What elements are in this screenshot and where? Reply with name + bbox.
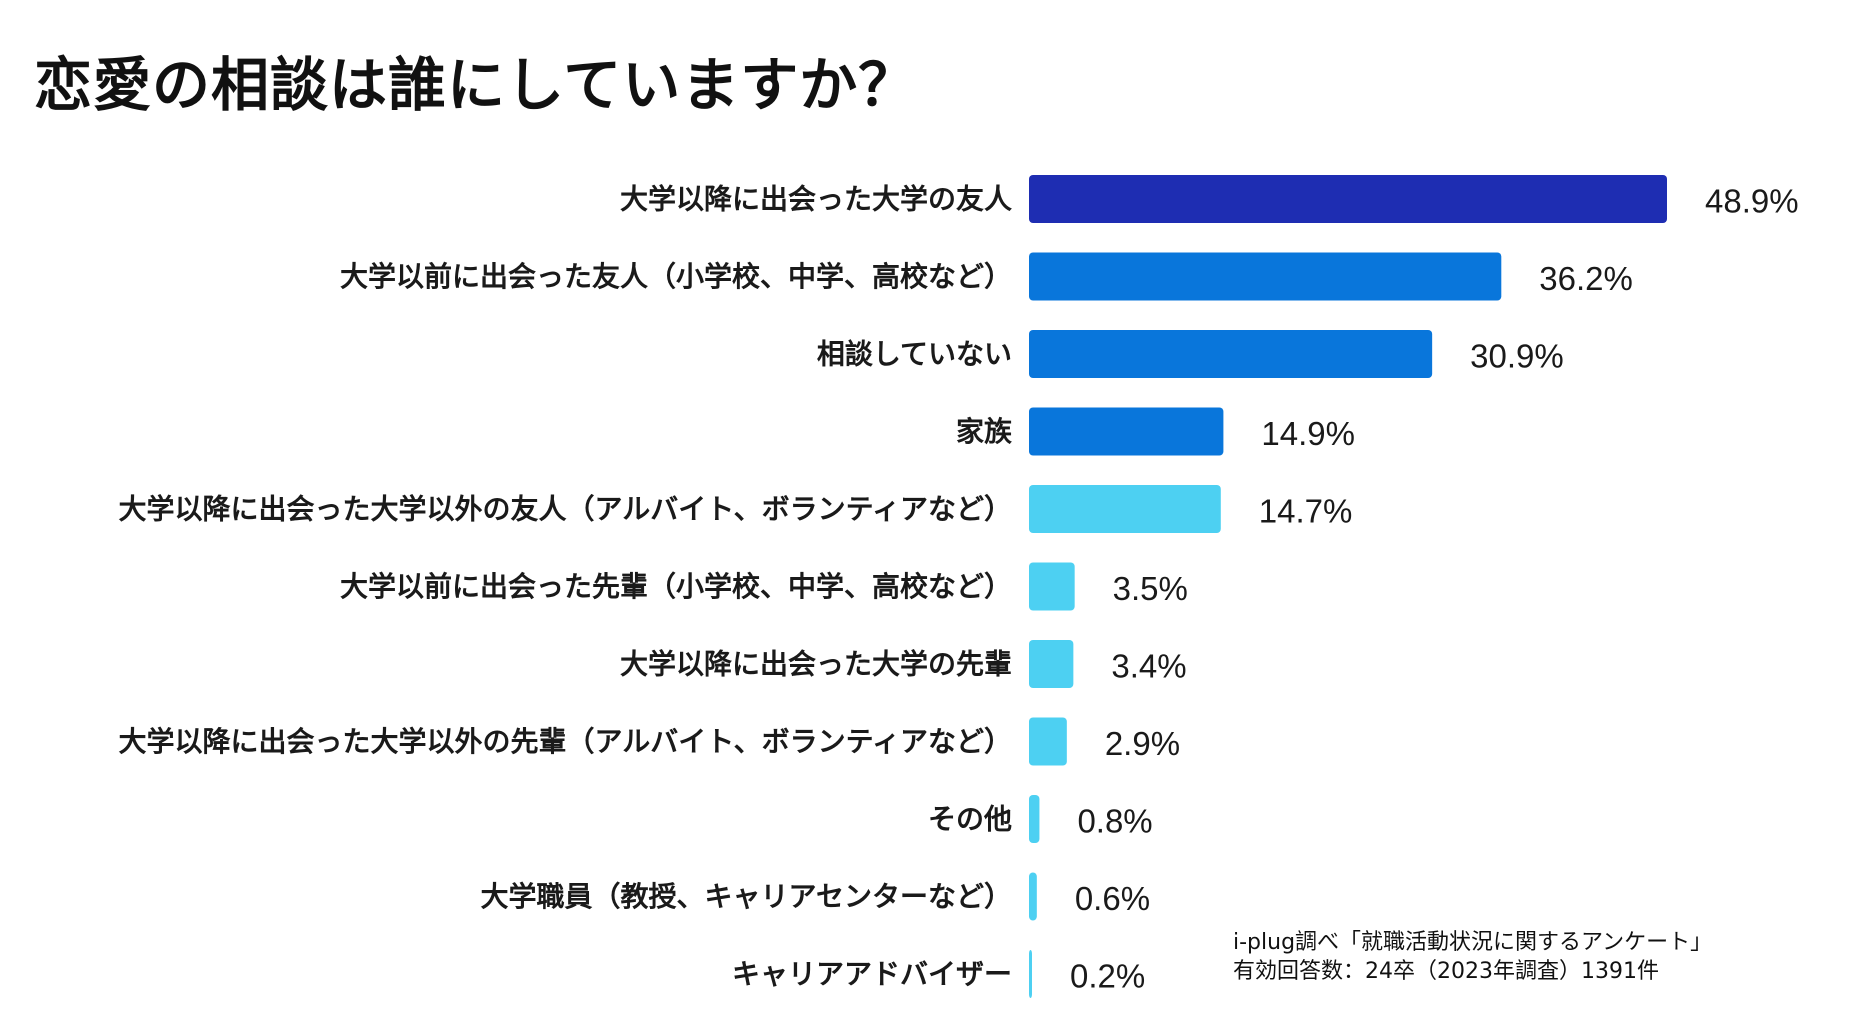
value-label-9: 0.8% <box>1077 803 1152 840</box>
bar-5 <box>1029 485 1221 533</box>
value-label-7: 3.4% <box>1111 648 1186 685</box>
source-line-1: i-plug調べ「就職活動状況に関するアンケート」 <box>1233 930 1713 955</box>
value-label-1: 48.9% <box>1705 183 1799 220</box>
bar-3 <box>1029 330 1433 378</box>
value-label-4: 14.9% <box>1261 415 1355 452</box>
value-label-11: 0.2% <box>1070 958 1145 995</box>
category-label-7: 大学以降に出会った大学の先輩 <box>620 648 1012 681</box>
category-label-5: 大学以降に出会った大学以外の友人（アルバイト、ボランティアなど） <box>119 493 1012 526</box>
bar-11 <box>1029 950 1032 998</box>
bar-7 <box>1029 640 1074 688</box>
bar-9 <box>1029 795 1040 843</box>
source-line-2: 有効回答数：24卒（2023年調査）1391件 <box>1233 959 1659 984</box>
bar-6 <box>1029 562 1075 611</box>
category-label-4: 家族 <box>956 415 1013 448</box>
category-label-9: その他 <box>928 803 1012 836</box>
value-label-3: 30.9% <box>1470 338 1564 375</box>
bars-layer <box>1029 175 1667 998</box>
bar-10 <box>1029 872 1037 921</box>
value-labels: 48.9% 36.2% 30.9% 14.9% 14.7% 3.5% 3.4% 2.9% 0.8… <box>1070 183 1799 995</box>
category-label-2: 大学以前に出会った友人（小学校、中学、高校など） <box>340 260 1012 293</box>
value-label-8: 2.9% <box>1105 725 1180 762</box>
category-label-6: 大学以前に出会った先輩（小学校、中学、高校など） <box>340 570 1012 603</box>
category-label-10: 大学職員（教授、キャリアセンターなど） <box>481 880 1012 913</box>
source-note: i-plug調べ「就職活動状況に関するアンケート」 有効回答数：24卒（2023… <box>1233 928 1712 986</box>
bar-1 <box>1029 175 1667 223</box>
bar-4 <box>1029 407 1224 456</box>
value-label-10: 0.6% <box>1075 880 1150 917</box>
category-label-1: 大学以降に出会った大学の友人 <box>620 183 1012 216</box>
bar-2 <box>1029 252 1502 301</box>
bar-8 <box>1029 717 1067 766</box>
value-label-5: 14.7% <box>1259 493 1353 530</box>
category-label-11: キャリアアドバイザー <box>732 958 1012 991</box>
value-label-6: 3.5% <box>1113 570 1188 607</box>
chart-title: 恋愛の相談は誰にしていますか？ <box>34 51 918 119</box>
value-label-2: 36.2% <box>1539 260 1633 297</box>
category-label-3: 相談していない <box>817 338 1012 371</box>
category-label-8: 大学以降に出会った大学以外の先輩（アルバイト、ボランティアなど） <box>119 725 1012 758</box>
